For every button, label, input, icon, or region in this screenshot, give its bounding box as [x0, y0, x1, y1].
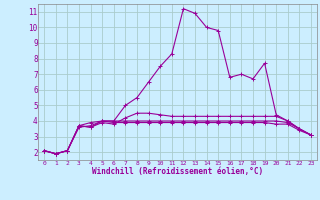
X-axis label: Windchill (Refroidissement éolien,°C): Windchill (Refroidissement éolien,°C) [92, 167, 263, 176]
